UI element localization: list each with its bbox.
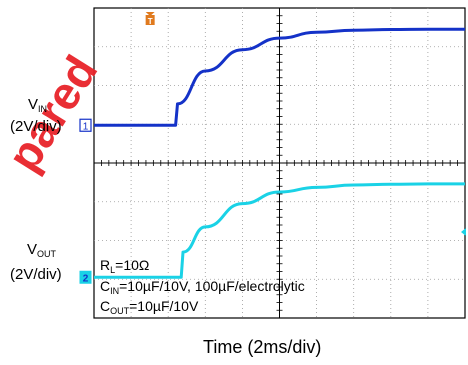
cout-rest: =10µF/10V bbox=[129, 298, 199, 314]
vin-label-sub: IN bbox=[38, 104, 48, 114]
vout-label-main: V bbox=[27, 241, 38, 258]
cout-annotation: COUT=10µF/10V bbox=[100, 298, 199, 316]
cout-main: C bbox=[100, 298, 111, 314]
ch1-marker-text: 1 bbox=[83, 121, 89, 132]
vout-scale-label: (2V/div) bbox=[10, 266, 62, 283]
vin-label: VIN bbox=[28, 96, 48, 114]
vout-trace bbox=[94, 182, 465, 279]
vout-label-sub: OUT bbox=[37, 249, 57, 259]
cin-annotation: CIN=10µF/10V, 100µF/electrolytic bbox=[100, 278, 305, 296]
vin-scale-label: (2V/div) bbox=[10, 118, 62, 135]
cin-main: C bbox=[100, 278, 111, 294]
ch2-marker-text: 2 bbox=[83, 273, 89, 284]
vin-label-main: V bbox=[28, 96, 39, 113]
waveform-traces bbox=[94, 27, 465, 279]
trigger-marker-text: T bbox=[148, 17, 153, 26]
rl-sub: L bbox=[110, 265, 116, 275]
trigger-arrow bbox=[145, 12, 155, 16]
oscilloscope-grid bbox=[93, 7, 466, 319]
vout-label: VOUT bbox=[27, 241, 57, 259]
cout-sub: OUT bbox=[110, 306, 130, 316]
rl-main: R bbox=[100, 257, 111, 273]
ch1-reference-marker bbox=[79, 118, 92, 132]
rl-annotation: RL=10Ω bbox=[100, 257, 150, 275]
cin-rest: =10µF/10V, 100µF/electrolytic bbox=[119, 278, 305, 294]
ch2-reference-marker bbox=[79, 270, 92, 284]
trigger-marker bbox=[145, 15, 155, 25]
vin-trace bbox=[94, 27, 465, 127]
trigger-level-marker bbox=[461, 228, 466, 236]
rl-rest: =10Ω bbox=[115, 257, 150, 273]
x-axis-label: Time (2ms/div) bbox=[203, 337, 322, 357]
cin-sub: IN bbox=[110, 286, 120, 296]
channel-markers: 1 2 T bbox=[79, 12, 466, 284]
